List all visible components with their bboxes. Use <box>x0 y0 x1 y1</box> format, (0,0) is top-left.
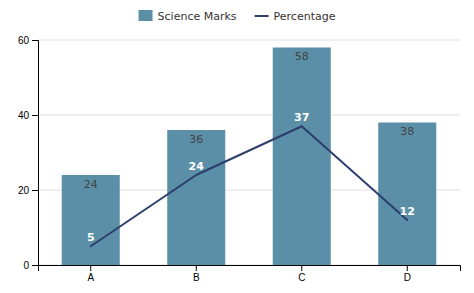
y-tick-mark <box>32 40 38 41</box>
legend-item: Science Marks <box>139 10 237 23</box>
y-tick-label: 40 <box>18 110 30 121</box>
y-tick: 60 <box>18 35 38 46</box>
legend: Science Marks Percentage <box>139 10 336 23</box>
y-tick: 20 <box>18 185 38 196</box>
y-tick-label: 60 <box>18 35 30 46</box>
y-axis-line <box>32 41 39 266</box>
bar <box>62 175 120 265</box>
y-tick-mark <box>32 265 38 266</box>
legend-swatch <box>255 15 269 17</box>
x-tick-mark <box>407 265 408 271</box>
y-tick: 0 <box>23 260 38 271</box>
x-tick-mark <box>196 265 197 271</box>
x-axis-line <box>39 266 461 272</box>
y-tick-label: 20 <box>18 185 30 196</box>
x-tick-label: B <box>193 272 200 283</box>
line-label: 24 <box>189 160 205 173</box>
x-tick: A <box>87 265 94 283</box>
line-label: 12 <box>400 205 415 218</box>
chart: 0 20 40 60 A B C D 24 36 58 38 5 24 37 12 Science Marks P… <box>0 0 474 293</box>
line-label: 37 <box>294 111 309 124</box>
legend-label: Science Marks <box>158 10 237 23</box>
legend-label: Percentage <box>274 10 336 23</box>
x-tick-mark <box>301 265 302 271</box>
bar-label: 24 <box>84 178 98 191</box>
y-tick: 40 <box>18 110 38 121</box>
x-tick: D <box>404 265 411 283</box>
x-tick-label: C <box>298 272 305 283</box>
x-tick-mark <box>90 265 91 271</box>
x-axis: A B C D <box>39 265 461 283</box>
legend-item: Percentage <box>255 10 336 23</box>
bar-label: 58 <box>295 50 309 63</box>
bar <box>167 130 225 265</box>
legend-swatch <box>139 10 153 21</box>
x-tick-label: A <box>87 272 94 283</box>
grid <box>38 40 460 265</box>
line <box>91 126 408 246</box>
x-tick-label: D <box>404 272 411 283</box>
grid-line <box>38 115 460 116</box>
data-labels: 24 36 58 38 5 24 37 12 <box>84 50 415 244</box>
y-tick-mark <box>32 115 38 116</box>
grid-line <box>38 40 460 41</box>
marks <box>62 48 437 266</box>
line-label: 5 <box>87 231 95 244</box>
bar-label: 36 <box>189 133 203 146</box>
bar <box>273 48 331 266</box>
x-tick: C <box>298 265 305 283</box>
y-tick-mark <box>32 190 38 191</box>
bar <box>378 123 436 266</box>
bar-label: 38 <box>400 125 414 138</box>
y-tick-label: 0 <box>23 260 29 271</box>
y-axis: 0 20 40 60 <box>18 35 39 271</box>
plot: 0 20 40 60 A B C D 24 36 58 38 5 24 37 12 <box>18 35 461 283</box>
x-tick: B <box>193 265 200 283</box>
